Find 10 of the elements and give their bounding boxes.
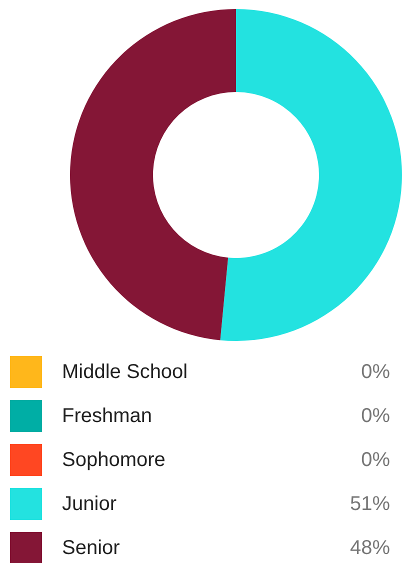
legend-label: Junior — [62, 492, 118, 516]
legend-label: Freshman — [62, 404, 154, 428]
data-label: 48% — [350, 536, 390, 560]
text: 0% — [361, 448, 390, 470]
legend-label: Senior — [62, 536, 121, 560]
legend-label: Sophomore — [62, 448, 166, 472]
text: 0% — [361, 360, 390, 382]
data-label: 51% — [350, 492, 390, 516]
text: 0% — [361, 404, 390, 426]
legend-label: Middle School — [62, 360, 189, 384]
